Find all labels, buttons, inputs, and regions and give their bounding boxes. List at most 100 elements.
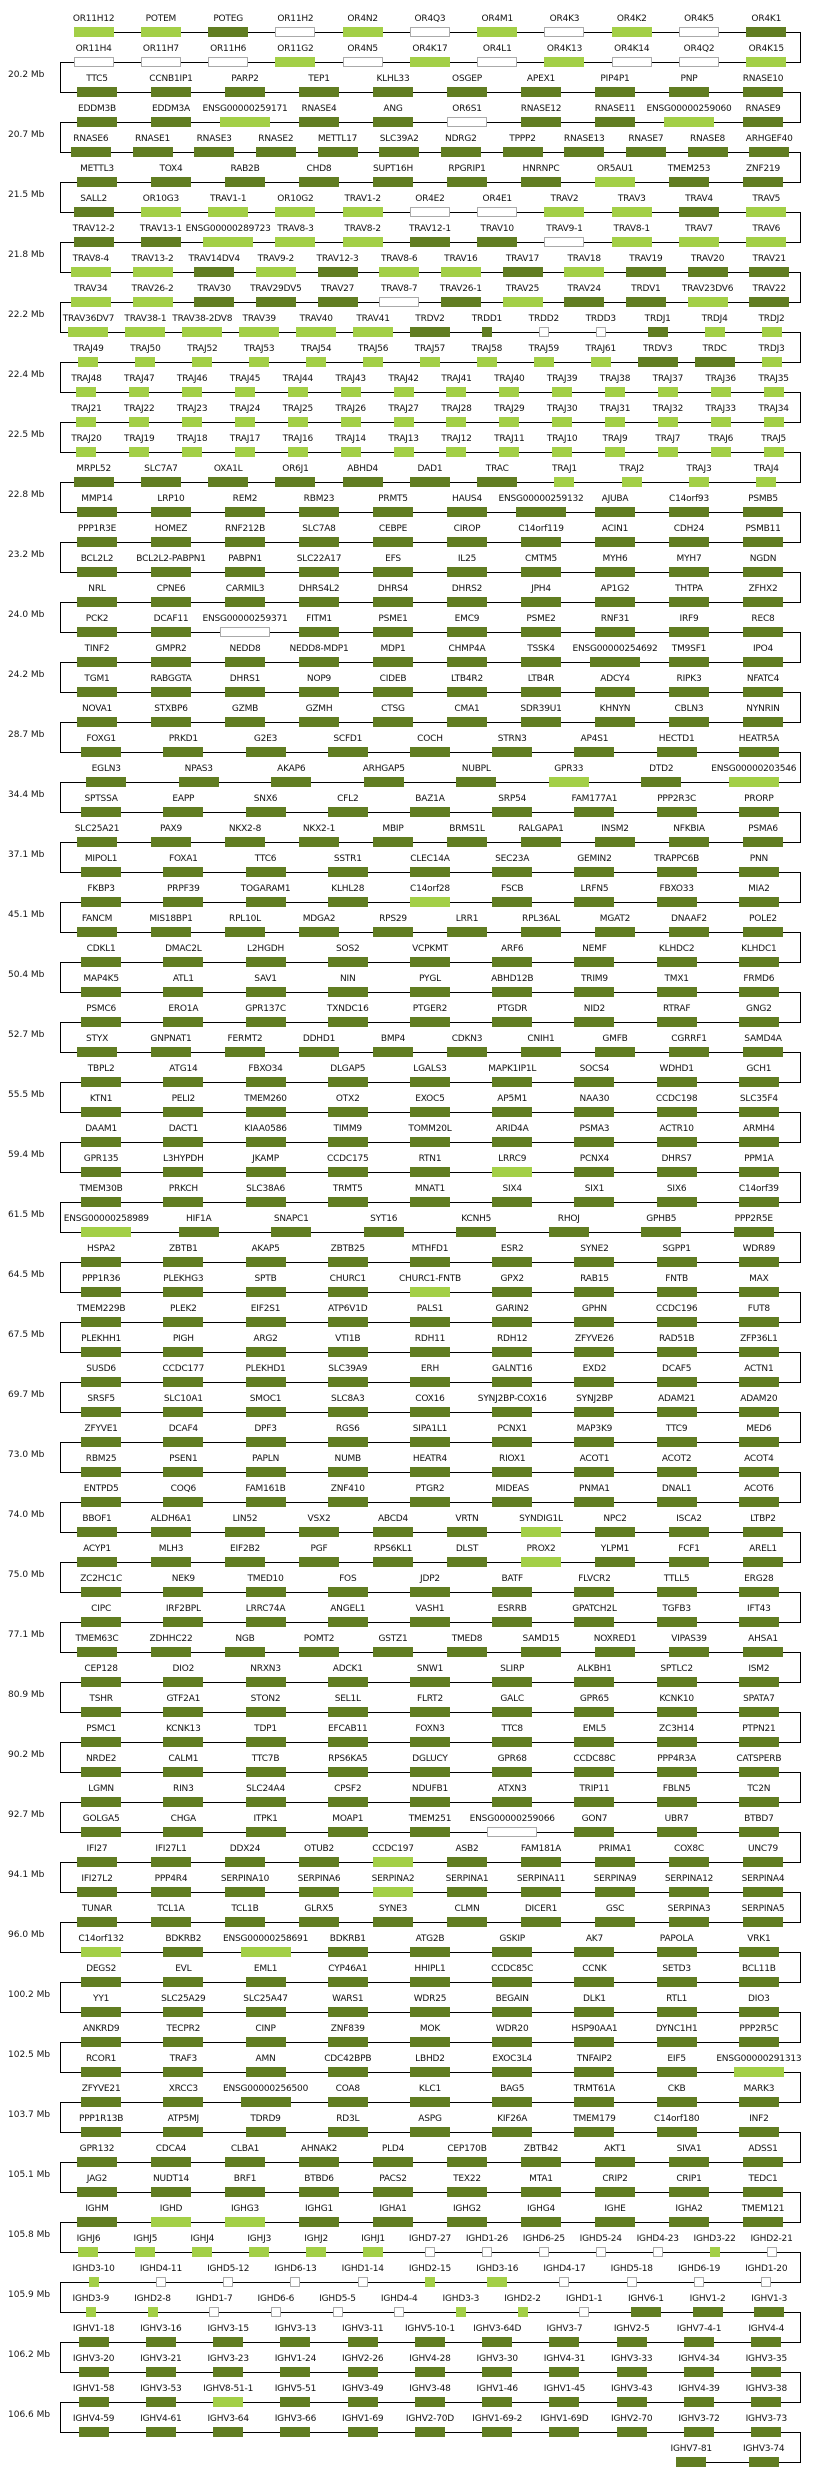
gene-box[interactable] — [564, 297, 605, 307]
gene-box[interactable] — [574, 867, 615, 877]
gene-box[interactable] — [669, 1647, 709, 1657]
gene[interactable]: TRAJ49 — [60, 344, 117, 372]
gene-box[interactable] — [492, 1287, 533, 1297]
gene[interactable]: CCNK — [553, 1964, 635, 1992]
gene[interactable]: TEDC1 — [726, 2174, 800, 2202]
gene-box[interactable] — [492, 1377, 533, 1387]
gene-box[interactable] — [481, 2247, 492, 2257]
gene[interactable]: IFI27L2 — [60, 1874, 134, 1902]
gene-box[interactable] — [743, 2217, 783, 2227]
gene[interactable]: ACTN1 — [718, 1364, 800, 1392]
gene[interactable]: TRDD1 — [458, 314, 515, 342]
gene[interactable]: CHURC1 — [307, 1274, 389, 1302]
gene-box[interactable] — [255, 147, 296, 157]
gene[interactable]: ATG14 — [142, 1064, 224, 1092]
gene[interactable]: LGMN — [60, 1784, 142, 1812]
gene[interactable]: RALGAPA1 — [504, 824, 578, 852]
gene-box[interactable] — [327, 1257, 368, 1267]
gene-box[interactable] — [738, 1677, 779, 1687]
gene[interactable]: GPHN — [553, 1304, 635, 1332]
gene[interactable]: FBXO34 — [224, 1064, 306, 1092]
gene[interactable]: IGHV3-73 — [733, 2414, 800, 2442]
gene-box[interactable] — [652, 2247, 663, 2257]
gene[interactable]: IGHV1-45 — [531, 2384, 598, 2412]
gene[interactable]: OR4N2 — [329, 14, 396, 42]
gene[interactable]: KIF26A — [471, 2114, 553, 2142]
gene[interactable]: TRDV3 — [629, 344, 686, 372]
gene-box[interactable] — [409, 1797, 450, 1807]
gene-box[interactable] — [299, 117, 339, 127]
gene[interactable]: TRAV23DV6 — [677, 284, 739, 312]
gene[interactable]: FAM181A — [504, 1844, 578, 1872]
gene-box[interactable] — [373, 1887, 413, 1897]
gene-box[interactable] — [245, 1977, 286, 1987]
gene[interactable]: TRAV25 — [492, 284, 554, 312]
gene[interactable]: WDHD1 — [636, 1064, 718, 1092]
gene[interactable]: ARMH4 — [718, 1124, 800, 1152]
gene-box[interactable] — [245, 1677, 286, 1687]
gene[interactable]: TRDJ3 — [743, 344, 800, 372]
gene-box[interactable] — [81, 2127, 122, 2137]
gene-box[interactable] — [409, 1827, 450, 1837]
gene-box[interactable] — [363, 2247, 384, 2257]
gene-box[interactable] — [595, 1887, 635, 1897]
gene-box[interactable] — [574, 1167, 615, 1177]
gene-box[interactable] — [81, 1347, 122, 1357]
gene-box[interactable] — [595, 1527, 635, 1537]
gene[interactable]: MOAP1 — [307, 1814, 389, 1842]
gene[interactable]: TRAJ14 — [324, 434, 377, 462]
gene-box[interactable] — [761, 327, 782, 337]
gene[interactable]: CEBPE — [356, 524, 430, 552]
gene[interactable]: IGHV4-34 — [665, 2354, 732, 2382]
gene-box[interactable] — [353, 327, 394, 337]
gene[interactable]: PLD4 — [356, 2144, 430, 2172]
gene[interactable]: OXA1L — [195, 464, 262, 492]
gene-box[interactable] — [738, 1497, 779, 1507]
gene[interactable]: NRL — [60, 584, 134, 612]
gene[interactable]: IGHV6-1 — [615, 2294, 677, 2322]
gene[interactable]: CRIP2 — [578, 2174, 652, 2202]
gene-box[interactable] — [548, 1227, 589, 1237]
gene-box[interactable] — [492, 1737, 533, 1747]
gene-box[interactable] — [77, 1557, 117, 1567]
gene[interactable]: TRDJ1 — [629, 314, 686, 342]
gene[interactable]: TRAJ22 — [113, 404, 166, 432]
gene[interactable]: CLEC14A — [389, 854, 471, 882]
gene-box[interactable] — [656, 2097, 697, 2107]
gene[interactable]: RBM23 — [282, 494, 356, 522]
gene[interactable]: SIPA1L1 — [389, 1424, 471, 1452]
gene-box[interactable] — [447, 507, 487, 517]
gene[interactable]: RNASE12 — [504, 104, 578, 132]
gene[interactable]: IFI27L1 — [134, 1844, 208, 1872]
gene[interactable]: TRAJ9 — [589, 434, 642, 462]
gene-box[interactable] — [393, 387, 414, 397]
gene[interactable]: RDH12 — [471, 1334, 553, 1362]
gene[interactable]: DEGS2 — [60, 1964, 142, 1992]
gene[interactable]: ESR2 — [471, 1244, 553, 1272]
gene-box[interactable] — [287, 387, 308, 397]
gene-box[interactable] — [738, 1617, 779, 1627]
gene-box[interactable] — [521, 177, 561, 187]
gene-box[interactable] — [245, 987, 286, 997]
gene[interactable]: DCAF11 — [134, 614, 208, 642]
gene-box[interactable] — [409, 1407, 450, 1417]
gene[interactable]: SRP54 — [471, 794, 553, 822]
gene-box[interactable] — [225, 2187, 265, 2197]
gene-box[interactable] — [482, 2427, 513, 2437]
gene-box[interactable] — [147, 2307, 158, 2317]
gene-box[interactable] — [637, 357, 678, 367]
gene-box[interactable] — [595, 927, 635, 937]
gene[interactable]: TRAV16 — [430, 254, 492, 282]
gene[interactable]: VSX2 — [282, 1514, 356, 1542]
gene[interactable]: MTA1 — [504, 2174, 578, 2202]
gene[interactable]: SLC24A4 — [224, 1784, 306, 1812]
gene-box[interactable] — [373, 87, 413, 97]
gene-box[interactable] — [487, 1827, 538, 1837]
gene[interactable]: TRAJ17 — [219, 434, 272, 462]
gene[interactable]: CALM1 — [142, 1754, 224, 1782]
gene[interactable]: OR4K13 — [531, 44, 598, 72]
gene[interactable]: ADAM21 — [636, 1394, 718, 1422]
gene-box[interactable] — [220, 627, 270, 637]
gene-box[interactable] — [208, 57, 249, 67]
gene-box[interactable] — [163, 2097, 204, 2107]
